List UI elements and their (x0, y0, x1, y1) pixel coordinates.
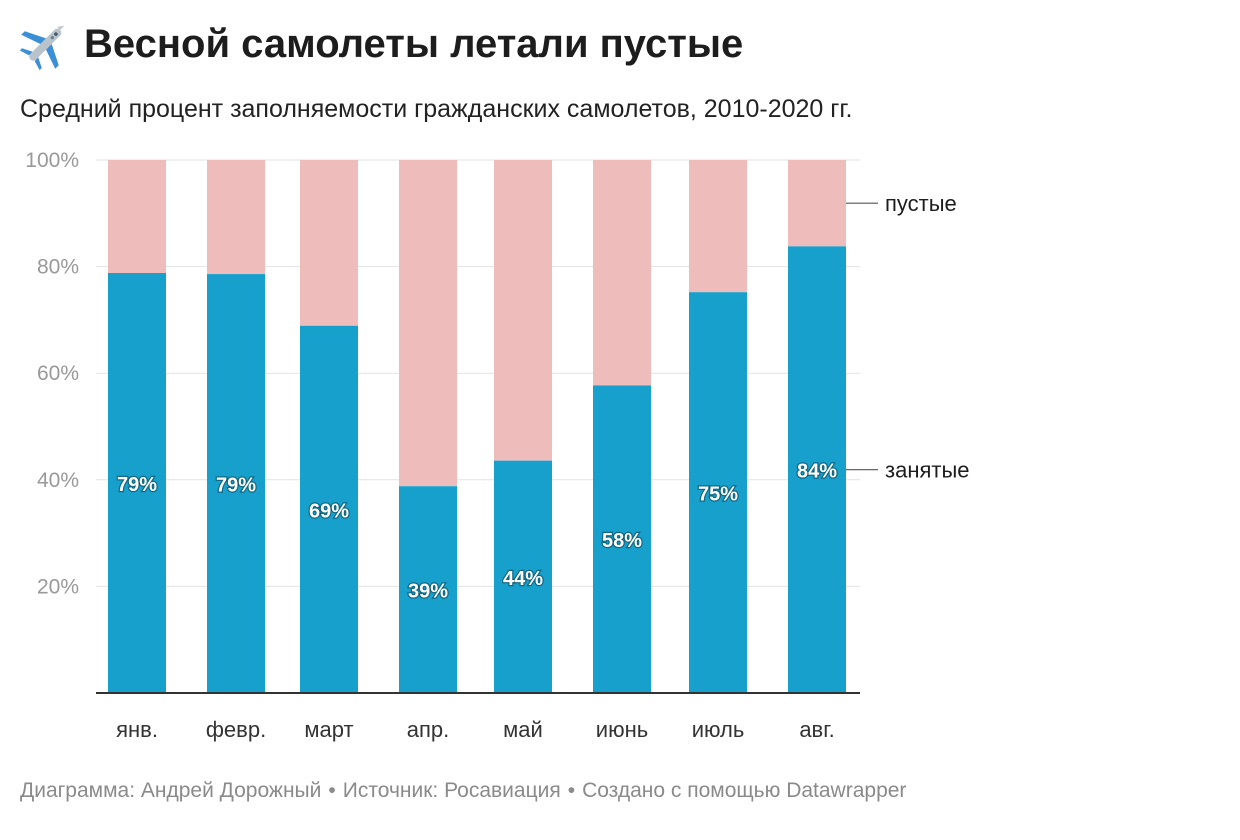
chart-subtitle: Средний процент заполняемости граждански… (20, 95, 853, 123)
x-tick-label: янв. (116, 717, 158, 742)
footer-separator: • (328, 779, 336, 802)
x-tick-label: июль (692, 717, 745, 742)
chart-footer: Диаграмма: Андрей Дорожный • Источник: Рос… (20, 778, 906, 804)
footer-source: Источник: Росавиация (342, 779, 561, 802)
x-tick-label: апр. (407, 717, 450, 742)
bar-occupied (689, 292, 747, 693)
bar-empty (689, 160, 747, 293)
bar-empty (108, 160, 166, 273)
x-tick-label: март (304, 717, 353, 742)
bar-occupied (788, 246, 846, 693)
chart-title: Весной самолеты летали пустые (84, 22, 744, 66)
title-row: Весной самолеты летали пустые (19, 18, 744, 71)
legend-label-empty: пустые (885, 191, 957, 216)
bar-empty (593, 160, 651, 386)
x-tick-label: февр. (206, 717, 266, 742)
x-tick-label: май (503, 717, 543, 742)
y-tick-label: 20% (37, 575, 79, 598)
y-tick-label: 60% (37, 362, 79, 385)
airplane-icon (19, 18, 72, 71)
footer-chart-by: Диаграмма: Андрей Дорожный (20, 779, 322, 802)
y-tick-label: 100% (25, 149, 79, 172)
bar-value-label: 44% (503, 568, 543, 590)
bar-value-label: 39% (408, 581, 448, 603)
legend-label-occupied: занятые (885, 458, 970, 483)
bar-occupied (207, 274, 265, 693)
bar-value-label: 84% (797, 461, 837, 483)
bar-empty (788, 160, 846, 247)
bar-value-label: 79% (117, 474, 157, 496)
x-tick-label: июнь (596, 717, 648, 742)
bar-empty (494, 160, 552, 461)
bar-value-label: 58% (602, 530, 642, 552)
bar-value-label: 79% (216, 475, 256, 497)
bar-occupied (108, 272, 166, 693)
y-tick-label: 40% (37, 469, 79, 492)
bar-empty (399, 160, 457, 487)
y-tick-label: 80% (37, 256, 79, 279)
footer-made-with: Создано с помощью Datawrapper (582, 779, 907, 802)
stacked-bar-chart: 20% 40% 60% 80% 100% 79% янв. 79% февр. 69% март 39… (25, 149, 970, 742)
x-tick-label: авг. (799, 717, 834, 742)
bar-occupied (399, 486, 457, 693)
bar-occupied (593, 385, 651, 693)
bar-value-label: 69% (309, 500, 349, 522)
bar-empty (207, 160, 265, 275)
footer-separator: • (567, 779, 576, 802)
bar-empty (300, 160, 358, 326)
bar-occupied (494, 460, 552, 693)
bar-occupied (300, 325, 358, 693)
bar-value-label: 75% (698, 484, 738, 506)
